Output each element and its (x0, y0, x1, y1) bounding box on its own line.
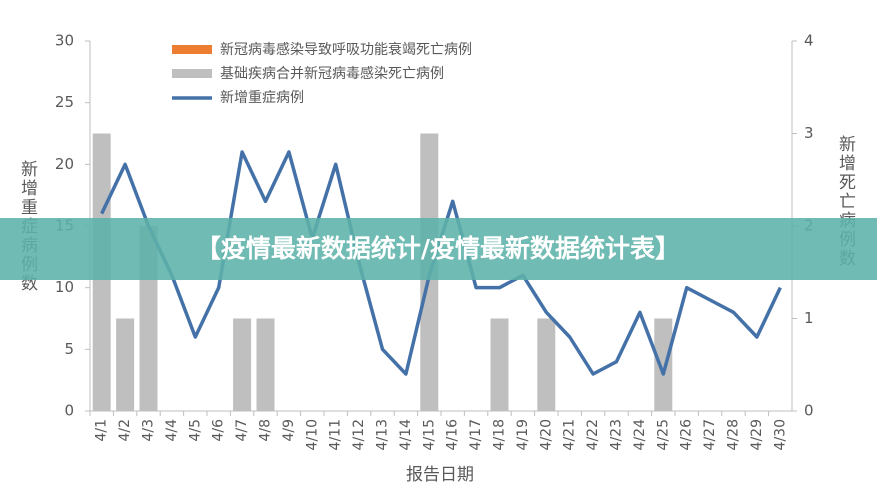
x-tick-label: 4/14 (398, 419, 414, 451)
banner (0, 218, 877, 280)
y-tick-label: 10 (55, 278, 74, 296)
bar (490, 318, 509, 411)
y-tick-label: 30 (55, 32, 74, 50)
x-tick-label: 4/9 (281, 419, 297, 442)
y2-tick-label: 4 (804, 32, 814, 50)
x-tick-label: 4/29 (749, 419, 765, 450)
y-tick-label: 20 (55, 155, 74, 173)
x-tick-label: 4/18 (492, 419, 508, 450)
x-tick-label: 4/4 (164, 419, 180, 442)
x-tick-label: 4/10 (304, 419, 320, 450)
bar (233, 318, 252, 411)
legend-label: 新冠病毒感染导致呼吸功能衰竭死亡病例 (220, 41, 472, 58)
x-tick-label: 4/17 (468, 419, 484, 450)
x-tick-label: 4/23 (609, 419, 625, 450)
legend-swatch (172, 45, 212, 54)
x-tick-label: 4/5 (187, 419, 203, 442)
x-tick-label: 4/7 (234, 419, 250, 442)
x-tick-label: 4/21 (562, 419, 578, 450)
y-tick-label: 0 (64, 402, 74, 420)
x-tick-label: 4/26 (679, 419, 695, 451)
y-tick-label: 5 (64, 340, 74, 358)
x-tick-label: 4/30 (772, 419, 788, 450)
x-tick-label: 4/13 (375, 419, 391, 450)
x-axis-label: 报告日期 (406, 465, 474, 485)
banner-text: 【疫情最新数据统计/疫情最新数据统计表】 (196, 234, 680, 263)
legend-label: 基础疾病合并新冠病毒感染死亡病例 (220, 65, 444, 82)
x-tick-label: 4/15 (421, 419, 437, 450)
y2-tick-label: 1 (804, 309, 814, 327)
x-tick-label: 4/3 (141, 419, 157, 442)
bar (537, 318, 556, 411)
x-tick-label: 4/16 (445, 419, 461, 451)
legend-swatch (172, 69, 212, 78)
x-tick-label: 4/22 (585, 419, 601, 450)
legend-label: 新增重症病例 (220, 90, 304, 106)
x-tick-label: 4/11 (328, 419, 344, 450)
x-tick-label: 4/12 (351, 419, 367, 450)
y-tick-label: 25 (55, 93, 74, 111)
x-tick-label: 4/19 (515, 419, 531, 450)
x-tick-label: 4/25 (655, 419, 671, 450)
x-tick-label: 4/8 (258, 419, 274, 442)
bar (116, 318, 135, 411)
x-tick-label: 4/28 (726, 419, 742, 450)
bar (256, 318, 275, 411)
y2-tick-label: 0 (804, 402, 814, 420)
x-tick-label: 4/2 (117, 419, 133, 442)
x-tick-label: 4/1 (94, 419, 110, 442)
x-tick-label: 4/24 (632, 419, 648, 451)
x-tick-label: 4/20 (538, 419, 554, 450)
x-tick-label: 4/27 (702, 419, 718, 450)
bar (654, 318, 673, 411)
y2-tick-label: 3 (804, 124, 814, 142)
x-tick-label: 4/6 (211, 419, 227, 442)
